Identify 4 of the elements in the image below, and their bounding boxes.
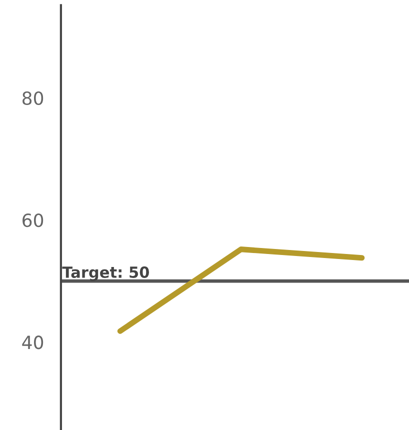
y-tick-label: 40	[22, 336, 44, 350]
y-tick-label: 60	[22, 213, 44, 228]
ref-line-label: Target: 50	[62, 266, 150, 282]
y-tick-label: 80	[22, 91, 44, 106]
